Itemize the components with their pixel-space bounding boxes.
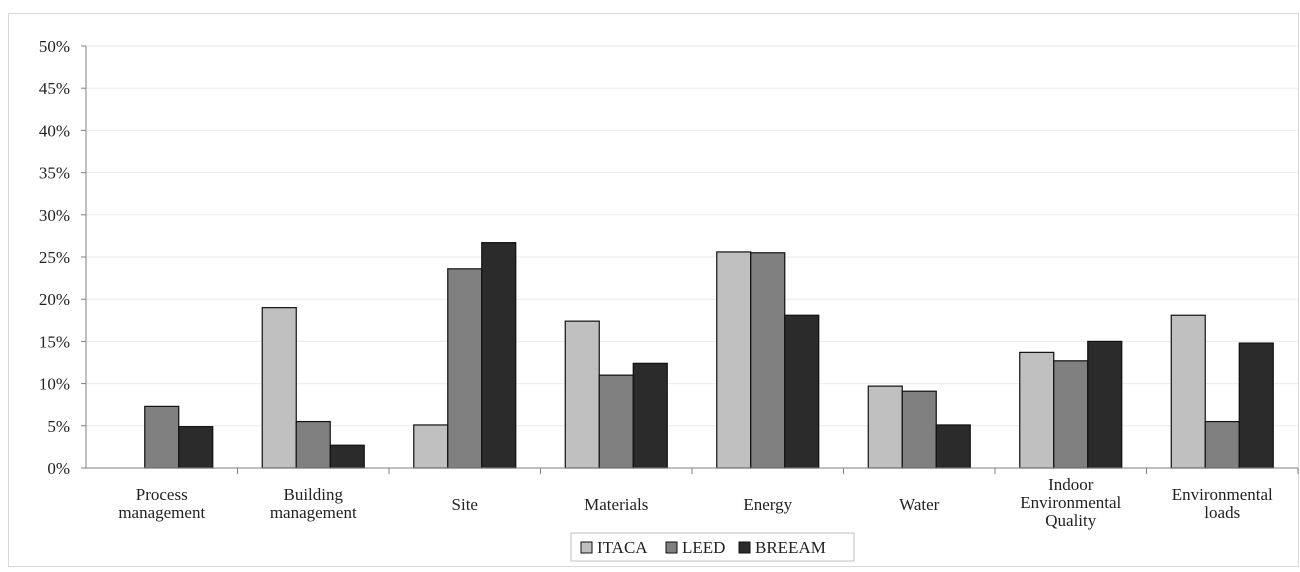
x-category-label-line: Water	[899, 495, 939, 514]
x-category-label: Indoor Environmental Quality	[1020, 475, 1121, 530]
x-category-label: Energy	[743, 495, 792, 514]
bar-leed	[750, 252, 786, 469]
y-axis-tick-labels: 0% 5% 10% 15% 20% 25% 30% 35% 40% 45% 50%	[39, 37, 70, 478]
y-tick-label: 30%	[39, 206, 70, 225]
y-tick-label: 25%	[39, 248, 70, 267]
bar-breeam	[1238, 342, 1274, 469]
legend-swatch-breeam	[738, 541, 751, 554]
x-category-label: Environmental loads	[1172, 485, 1273, 522]
y-tick-label: 35%	[39, 164, 70, 183]
bar-leed	[1053, 360, 1089, 469]
bar-leed	[1204, 420, 1240, 469]
legend: ITACA LEED BREEAM	[570, 532, 855, 562]
bar-itaca	[413, 424, 449, 469]
legend-swatch-itaca	[580, 541, 593, 554]
x-category-label: Materials	[584, 495, 648, 514]
bar-breeam	[632, 362, 668, 469]
y-tick-label: 10%	[39, 375, 70, 394]
x-category-label-line: management	[118, 503, 205, 522]
y-tick-label: 20%	[39, 290, 70, 309]
x-category-label-line: loads	[1204, 503, 1240, 522]
bar-itaca	[261, 307, 297, 469]
bar-breeam	[784, 314, 820, 469]
x-category-label-line: Process	[136, 485, 188, 504]
axes	[81, 45, 1299, 474]
bar-itaca	[1170, 314, 1206, 469]
legend-label-leed: LEED	[682, 538, 725, 557]
bar-leed	[295, 420, 331, 469]
y-tick-label: 15%	[39, 332, 70, 351]
y-tick-label: 0%	[47, 459, 70, 478]
bar-breeam	[481, 242, 517, 469]
x-category-label-line: management	[270, 503, 357, 522]
legend-swatch-leed	[665, 541, 678, 554]
bar-leed	[598, 374, 634, 469]
bar-itaca	[1019, 351, 1055, 469]
bar-itaca	[867, 385, 903, 469]
x-category-label-line: Quality	[1045, 511, 1096, 530]
x-category-label-line: Site	[452, 495, 478, 514]
y-tick-label: 40%	[39, 121, 70, 140]
legend-box	[570, 532, 855, 562]
x-category-label-line: Environmental	[1172, 485, 1273, 504]
bar-leed	[447, 268, 483, 469]
x-category-label: Building management	[270, 485, 357, 522]
x-category-label: Process management	[118, 485, 205, 522]
bar-breeam	[935, 424, 971, 469]
x-category-label-line: Environmental	[1020, 493, 1121, 512]
bar-itaca	[716, 251, 752, 469]
bar-leed	[901, 390, 937, 469]
legend-label-itaca: ITACA	[597, 538, 648, 557]
y-tick-label: 45%	[39, 79, 70, 98]
legend-label-breeam: BREEAM	[755, 538, 826, 557]
x-category-label: Water	[899, 495, 939, 514]
bar-breeam	[1087, 340, 1123, 469]
x-category-label: Site	[452, 495, 478, 514]
y-tick-label: 50%	[39, 37, 70, 56]
bar-leed	[144, 405, 180, 469]
chart-area-border	[8, 13, 1299, 567]
y-tick-label: 5%	[47, 417, 70, 436]
x-category-label-line: Indoor	[1048, 475, 1094, 494]
x-category-label-line: Materials	[584, 495, 648, 514]
x-category-label-line: Building	[283, 485, 343, 504]
bar-breeam	[329, 444, 365, 469]
bar-breeam	[178, 426, 214, 469]
bar-itaca	[564, 320, 600, 469]
x-category-label-line: Energy	[743, 495, 792, 514]
